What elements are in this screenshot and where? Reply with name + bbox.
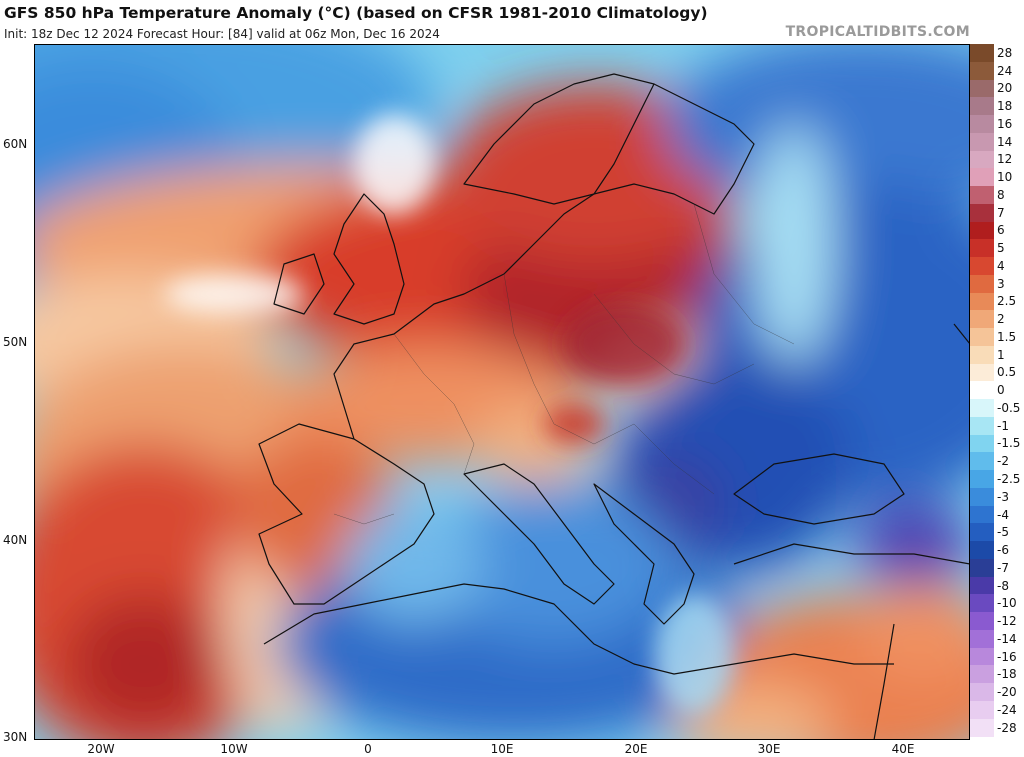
colorbar-swatch [970, 399, 994, 418]
colorbar-label: -8 [997, 578, 1009, 593]
colorbar-swatch [970, 328, 994, 347]
colorbar-swatch [970, 115, 994, 134]
colorbar-swatch [970, 44, 994, 63]
forecast-info: Init: 18z Dec 12 2024 Forecast Hour: [84… [4, 27, 440, 41]
colorbar-label: -28 [997, 720, 1017, 735]
colorbar-label: 5 [997, 241, 1005, 256]
lat-label-30n: 30N [3, 730, 28, 744]
colorbar-swatch [970, 381, 994, 400]
colorbar-swatch [970, 186, 994, 205]
lon-label-10e: 10E [490, 742, 514, 756]
colorbar-label: 20 [997, 81, 1013, 96]
colorbar-label: -24 [997, 702, 1017, 717]
colorbar-swatch [970, 257, 994, 276]
colorbar-label: -5 [997, 525, 1009, 540]
colorbar-label: -2 [997, 454, 1009, 469]
lon-label-30e: 30E [757, 742, 781, 756]
colorbar-swatch [970, 221, 994, 240]
colorbar-swatch [970, 594, 994, 613]
colorbar-label: 0 [997, 383, 1005, 398]
colorbar-label: -18 [997, 667, 1017, 682]
colorbar-swatch [970, 239, 994, 258]
colorbar-swatch [970, 647, 994, 666]
lon-label-40e: 40E [891, 742, 915, 756]
colorbar-swatch [970, 665, 994, 684]
lon-label-0: 0 [364, 742, 372, 756]
colorbar-label: 24 [997, 63, 1013, 78]
colorbar-label: 8 [997, 187, 1005, 202]
colorbar-swatch [970, 274, 994, 294]
colorbar-label: -6 [997, 543, 1009, 558]
colorbar-swatch [970, 79, 994, 98]
colorbar [970, 44, 994, 740]
lat-label-50n: 50N [3, 335, 28, 349]
colorbar-label: 10 [997, 170, 1013, 185]
colorbar-swatch [970, 541, 994, 560]
colorbar-swatch [970, 612, 994, 631]
anomaly-map [34, 44, 970, 740]
lat-label-40n: 40N [3, 533, 28, 547]
colorbar-label: -10 [997, 596, 1017, 611]
colorbar-label: -3 [997, 489, 1009, 504]
colorbar-label: 14 [997, 134, 1013, 149]
colorbar-label: -12 [997, 614, 1017, 629]
colorbar-swatch [970, 363, 994, 382]
colorbar-label: 3 [997, 276, 1005, 291]
colorbar-label: 0.5 [997, 365, 1017, 380]
colorbar-label: -2.5 [997, 472, 1021, 486]
colorbar-label: -14 [997, 631, 1017, 646]
colorbar-swatch [970, 558, 994, 578]
colorbar-swatch [970, 700, 994, 720]
colorbar-label: 12 [997, 152, 1013, 167]
colorbar-label: 28 [997, 45, 1013, 60]
colorbar-swatch [970, 150, 994, 169]
colorbar-swatch [970, 168, 994, 187]
colorbar-label: 16 [997, 116, 1013, 131]
watermark-logo: TROPICALTIDBITS.COM [785, 24, 970, 40]
colorbar-label: 1 [997, 347, 1005, 362]
colorbar-swatch [970, 487, 994, 507]
colorbar-label: 2 [997, 312, 1005, 327]
colorbar-label: 7 [997, 205, 1005, 220]
colorbar-swatch [970, 61, 994, 80]
colorbar-label: -1 [997, 418, 1009, 433]
colorbar-label: -0.5 [997, 400, 1021, 415]
colorbar-swatch [970, 683, 994, 702]
colorbar-swatch [970, 292, 994, 311]
colorbar-label: -1.5 [997, 436, 1021, 451]
colorbar-label: -4 [997, 507, 1009, 522]
colorbar-label: -16 [997, 649, 1017, 664]
lon-label-20w: 20W [87, 742, 115, 756]
colorbar-label: -7 [997, 560, 1009, 575]
colorbar-swatch [970, 505, 994, 524]
colorbar-swatch [970, 345, 994, 365]
page-title: GFS 850 hPa Temperature Anomaly (°C) (ba… [4, 4, 708, 22]
colorbar-label: 6 [997, 223, 1005, 238]
lat-label-60n: 60N [3, 137, 28, 151]
lon-label-20e: 20E [624, 742, 648, 756]
colorbar-label: 18 [997, 99, 1013, 114]
colorbar-swatch [970, 523, 994, 542]
colorbar-swatch [970, 576, 994, 595]
colorbar-label: 1.5 [997, 329, 1017, 344]
colorbar-label: -20 [997, 685, 1017, 700]
colorbar-label: 4 [997, 258, 1005, 273]
colorbar-swatch [970, 97, 994, 116]
lon-label-10w: 10W [220, 742, 248, 756]
colorbar-swatch [970, 310, 994, 329]
colorbar-swatch [970, 203, 994, 223]
colorbar-swatch [970, 718, 994, 737]
colorbar-swatch [970, 434, 994, 453]
colorbar-label: 2.5 [997, 294, 1017, 309]
colorbar-swatch [970, 629, 994, 649]
colorbar-swatch [970, 132, 994, 152]
colorbar-swatch [970, 416, 994, 436]
colorbar-swatch [970, 452, 994, 471]
colorbar-swatch [970, 470, 994, 489]
